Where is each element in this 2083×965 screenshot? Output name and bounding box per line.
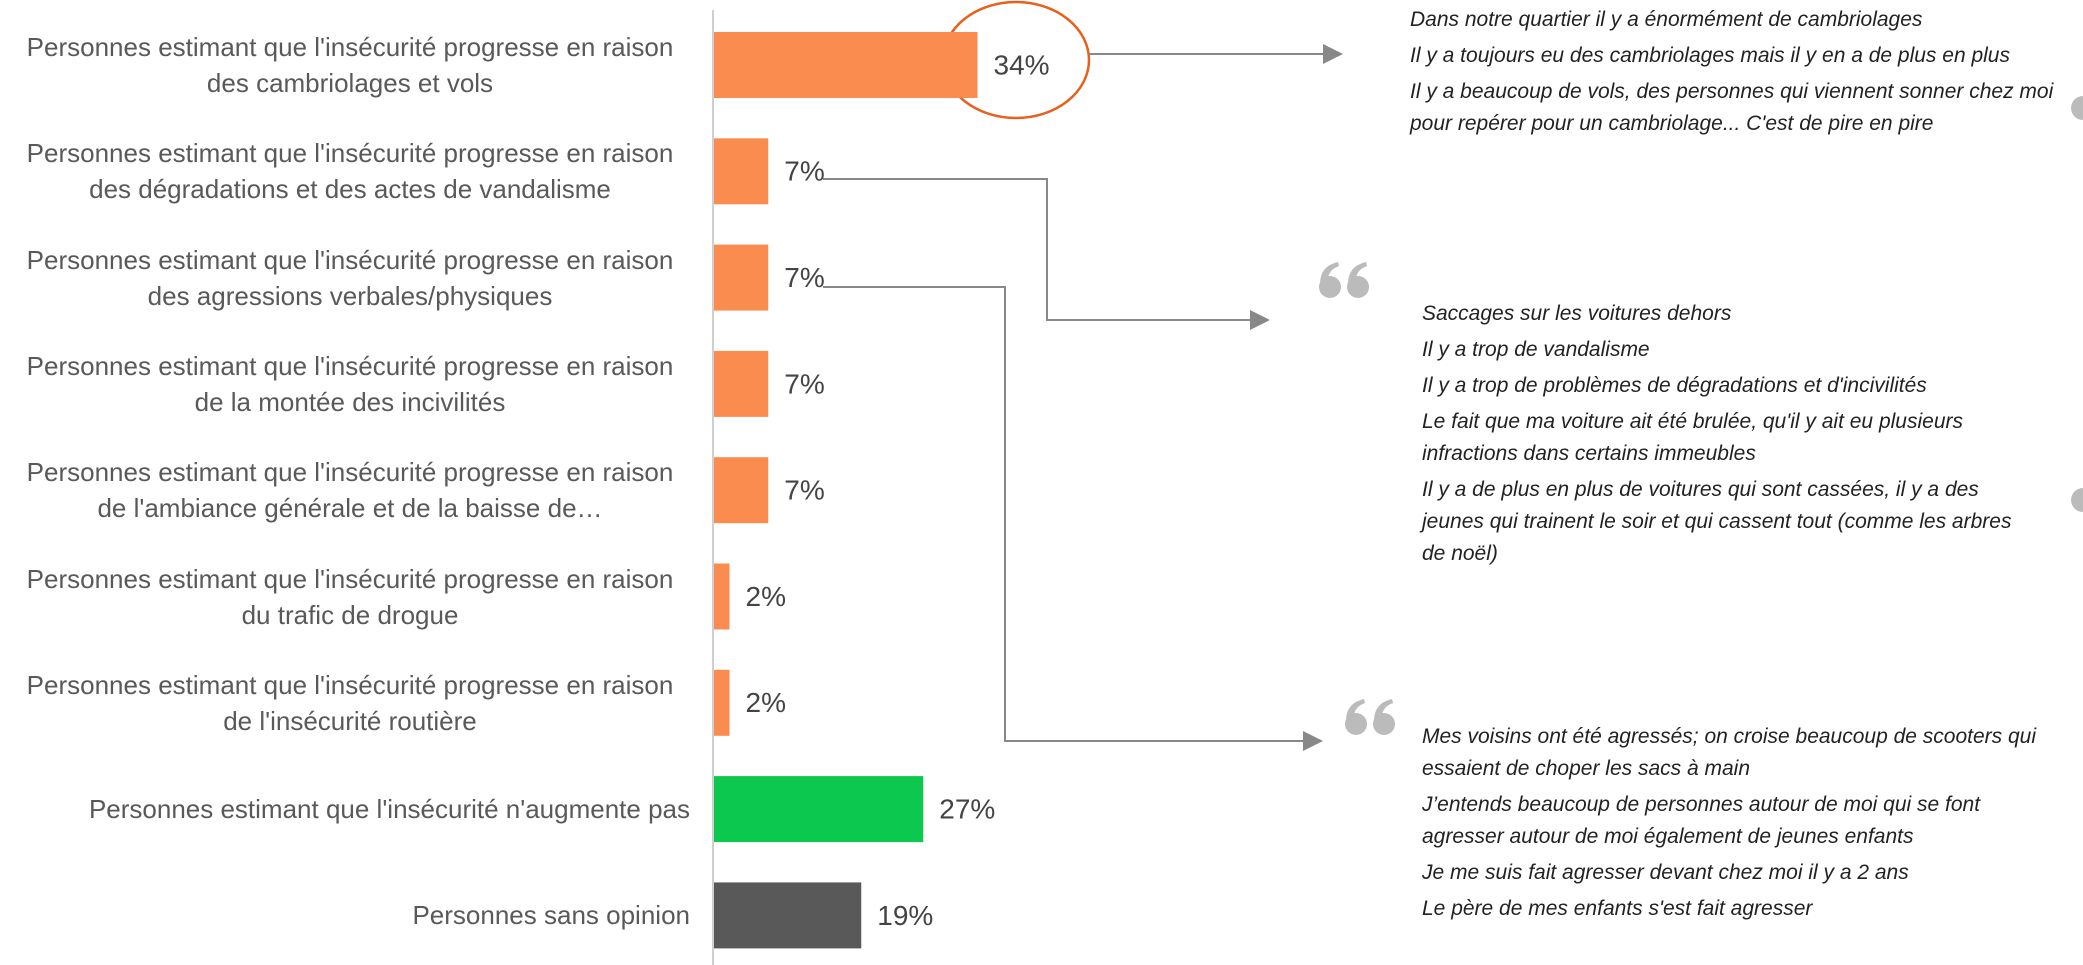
value-label: 7% [784, 368, 824, 399]
quote-marks [1319, 96, 2083, 735]
bar [714, 350, 769, 417]
bar [714, 244, 769, 311]
quote-mark [1345, 699, 1395, 735]
quote: Le fait que ma voiture ait été brulée, q… [1422, 410, 1963, 465]
connectors [823, 44, 1343, 751]
quote: J’entends beaucoup de personnes autour d… [1422, 793, 1981, 848]
quote: Dans notre quartier il y a énormément de… [1410, 8, 1923, 31]
category-label: Personnes estimant que l'insécurité prog… [26, 138, 674, 205]
bar [714, 882, 862, 949]
category-label: Personnes sans opinion [412, 900, 690, 931]
value-label: 19% [877, 900, 933, 931]
value-label: 7% [784, 475, 824, 506]
category-label: Personnes estimant que l'insécurité prog… [26, 457, 674, 524]
category-label-box: Personnes estimant que l'insécurité prog… [0, 348, 690, 420]
bar [714, 669, 730, 736]
quote: Mes voisins ont été agressés; on croise … [1422, 725, 2037, 780]
quote-group: Mes voisins ont été agressés; on croise … [1422, 721, 2037, 929]
quote: Saccages sur les voitures dehors [1422, 302, 1732, 325]
bar [714, 138, 769, 205]
value-label: 7% [784, 156, 824, 187]
category-label: Personnes estimant que l'insécurité prog… [26, 32, 674, 98]
quote: Je me suis fait agresser devant chez moi… [1422, 861, 1909, 884]
category-label-box: Personnes estimant que l'insécurité prog… [0, 242, 690, 314]
category-label-box: Personnes sans opinion [0, 897, 690, 933]
quote: Le père de mes enfants s'est fait agress… [1422, 897, 1813, 920]
category-label: Personnes estimant que l'insécurité prog… [26, 563, 674, 630]
category-label: Personnes estimant que l'insécurité prog… [26, 244, 674, 311]
quote: Il y a de plus en plus de voitures qui s… [1422, 478, 2012, 565]
bar [714, 563, 730, 630]
category-label-box: Personnes estimant que l'insécurité prog… [0, 454, 690, 526]
quote-group: Dans notre quartier il y a énormément de… [1410, 4, 2060, 144]
quote: Il y a beaucoup de vols, des personnes q… [1410, 80, 2054, 135]
category-label-box: Personnes estimant que l'insécurité n'au… [0, 791, 690, 827]
category-label-box: Personnes estimant que l'insécurité prog… [0, 561, 690, 633]
quote-group: Saccages sur les voitures dehors Il y a t… [1422, 298, 2022, 574]
value-label: 7% [784, 262, 824, 293]
category-label-box: Personnes estimant que l'insécurité prog… [0, 29, 690, 101]
quote-mark [1319, 262, 1369, 298]
value-label: 34% [994, 49, 1050, 80]
arrow [823, 286, 1323, 751]
category-label-box: Personnes estimant que l'insécurité prog… [0, 135, 690, 207]
quote-mark-edge [2071, 488, 2083, 512]
bar [714, 776, 924, 843]
category-label-box: Personnes estimant que l'insécurité prog… [0, 667, 690, 739]
bar [714, 457, 769, 524]
category-label: Personnes estimant que l'insécurité prog… [26, 350, 674, 417]
category-label: Personnes estimant que l'insécurité prog… [26, 669, 674, 736]
value-label: 27% [939, 793, 995, 824]
bar [714, 32, 978, 98]
value-label: 2% [746, 687, 786, 718]
quote: Il y a toujours eu des cambriolages mais… [1410, 44, 2010, 67]
value-label: 2% [746, 581, 786, 612]
category-label: Personnes estimant que l'insécurité n'au… [88, 794, 690, 825]
arrow [823, 178, 1270, 330]
quote-mark-edge [2071, 96, 2083, 120]
quote: Il y a trop de problèmes de dégradations… [1422, 374, 1927, 397]
quote: Il y a trop de vandalisme [1422, 338, 1650, 361]
